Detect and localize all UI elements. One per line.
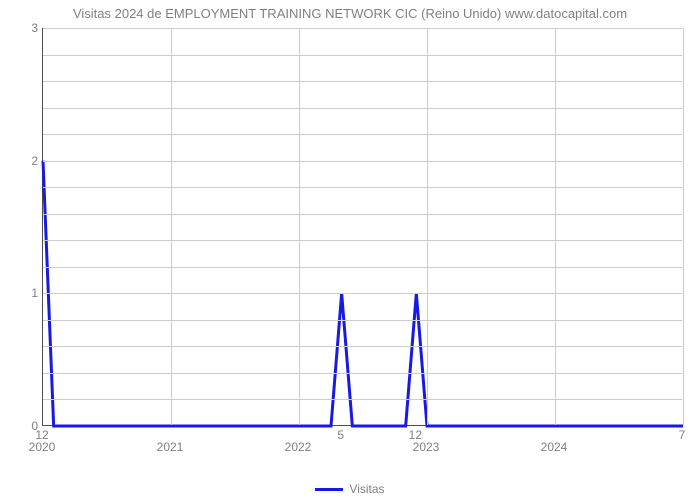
legend-label: Visitas: [349, 482, 384, 496]
grid-line-v: [555, 28, 556, 425]
data-point-label: 12: [35, 428, 48, 442]
grid-line-h-minor: [43, 320, 682, 321]
x-tick-label: 2022: [285, 440, 312, 454]
grid-line-v: [427, 28, 428, 425]
chart-container: Visitas 2024 de EMPLOYMENT TRAINING NETW…: [0, 0, 700, 500]
data-point-label: 12: [409, 428, 422, 442]
grid-line-v: [683, 28, 684, 425]
grid-line-h-minor: [43, 240, 682, 241]
grid-line-h-minor: [43, 187, 682, 188]
grid-line-h-minor: [43, 346, 682, 347]
chart-title: Visitas 2024 de EMPLOYMENT TRAINING NETW…: [0, 6, 700, 21]
grid-line-h: [43, 293, 682, 294]
plot-area: [42, 28, 682, 426]
x-tick-label: 2020: [29, 440, 56, 454]
grid-line-h-minor: [43, 399, 682, 400]
grid-line-h-minor: [43, 134, 682, 135]
grid-line-h-minor: [43, 267, 682, 268]
y-tick-label: 0: [8, 419, 38, 433]
x-tick-label: 2021: [157, 440, 184, 454]
grid-line-v: [299, 28, 300, 425]
y-tick-label: 2: [8, 154, 38, 168]
legend-swatch: [315, 488, 343, 491]
data-point-label: 5: [337, 428, 344, 442]
x-tick-label: 2023: [413, 440, 440, 454]
grid-line-h-minor: [43, 81, 682, 82]
grid-line-h-minor: [43, 214, 682, 215]
data-point-label: 7: [679, 428, 686, 442]
y-tick-label: 3: [8, 21, 38, 35]
grid-line-h-minor: [43, 55, 682, 56]
legend: Visitas: [0, 481, 700, 496]
grid-line-h-minor: [43, 373, 682, 374]
grid-line-h: [43, 28, 682, 29]
x-tick-label: 2024: [541, 440, 568, 454]
y-tick-label: 1: [8, 286, 38, 300]
line-series-svg: [43, 28, 683, 426]
grid-line-h-minor: [43, 108, 682, 109]
grid-line-v: [171, 28, 172, 425]
grid-line-h: [43, 161, 682, 162]
